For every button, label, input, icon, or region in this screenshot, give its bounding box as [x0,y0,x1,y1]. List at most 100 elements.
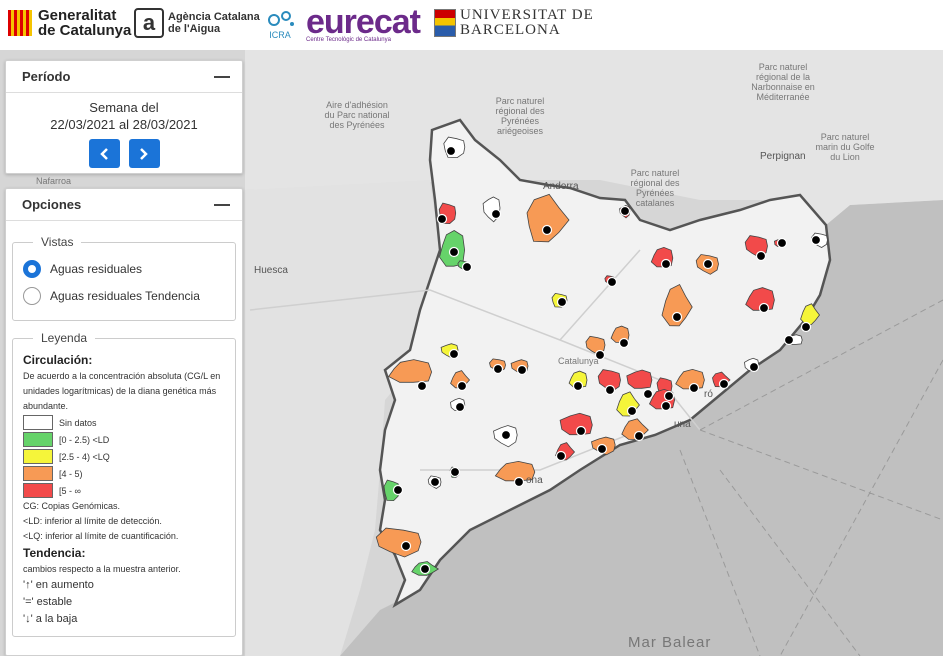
station-marker[interactable] [516,364,528,376]
circulacion-description: De acuerdo a la concentración absoluta (… [23,371,221,411]
radio-label: Aguas residuales Tendencia [50,289,200,303]
station-marker[interactable] [688,382,700,394]
station-marker[interactable] [461,261,473,273]
legend-swatch [23,483,53,498]
label-nafarroa: Nafarroa [36,176,72,186]
legend-class-label: [5 - ∞ [59,485,81,496]
header-logos: Generalitat de Catalunya a Agència Catal… [0,0,943,50]
station-marker[interactable] [392,484,404,496]
station-marker[interactable] [671,311,683,323]
wastewater-zone[interactable] [375,527,422,558]
station-marker[interactable] [642,388,654,400]
label-pn-golfe: Parc naturel marin du Golfe du Lion [815,132,875,162]
station-marker[interactable] [445,145,457,157]
label-pn-narbonnaise: Parc naturel régional de la Narbonnaise … [751,62,815,102]
aca-logo: a Agència Catalana de l'Aigua [134,8,260,38]
station-marker[interactable] [419,563,431,575]
leyenda-group: Leyenda Circulación: De acuerdo a la con… [12,331,236,637]
station-marker[interactable] [448,348,460,360]
radio-unselected-icon[interactable] [23,287,41,305]
periodo-title: Período [22,69,71,84]
station-marker[interactable] [776,237,788,249]
station-marker[interactable] [626,405,638,417]
station-marker[interactable] [448,246,460,258]
week-label: Semana del [89,100,159,115]
week-display: Semana del 22/03/2021 al 28/03/2021 [6,99,242,133]
station-marker[interactable] [556,296,568,308]
legend-class-row: [2.5 - 4) <LQ [23,448,225,465]
station-marker[interactable] [618,337,630,349]
station-marker[interactable] [454,401,466,413]
chevron-right-icon [140,147,148,160]
label-mataro: ró [704,389,713,400]
opciones-header[interactable]: Opciones [6,189,242,221]
wastewater-zone[interactable] [494,460,536,482]
station-marker[interactable] [660,258,672,270]
radio-selected-icon[interactable] [23,260,41,278]
legend-class-label: [4 - 5) [59,468,83,479]
station-marker[interactable] [490,208,502,220]
tendencia-title: Tendencia: [23,546,86,560]
label-pn-catalanes: Parc naturel régional des Pyrénées catal… [630,168,680,208]
station-marker[interactable] [783,334,795,346]
map-view[interactable]: Andorra Huesca Perpignan Nafarroa Catalu… [0,50,943,656]
station-marker[interactable] [604,384,616,396]
sea-area [340,200,943,656]
vistas-group: Vistas Aguas residuales Aguas residuales… [12,235,236,321]
station-marker[interactable] [429,476,441,488]
radio-aguas-residuales-tendencia[interactable]: Aguas residuales Tendencia [23,287,225,305]
legend-swatch [23,449,53,464]
aca-icon: a [134,8,164,38]
radio-label: Aguas residuales [50,262,143,276]
station-marker[interactable] [748,361,760,373]
next-week-button[interactable] [128,139,160,168]
station-marker[interactable] [541,224,553,236]
legend-swatch [23,466,53,481]
wastewater-zone[interactable] [383,479,400,502]
wastewater-zone[interactable] [661,283,693,327]
legend-class-label: [0 - 2.5) <LD [59,434,110,445]
station-marker[interactable] [660,400,672,412]
station-marker[interactable] [800,321,812,333]
station-marker[interactable] [633,430,645,442]
collapse-icon[interactable] [214,75,230,78]
label-huesca: Huesca [254,265,288,276]
label-perpignan: Perpignan [760,151,806,162]
wastewater-zone[interactable] [526,193,570,243]
wastewater-zone[interactable] [800,303,821,325]
station-marker[interactable] [436,213,448,225]
opciones-title: Opciones [22,197,82,212]
station-marker[interactable] [500,429,512,441]
station-marker[interactable] [572,380,584,392]
station-marker[interactable] [702,258,714,270]
station-marker[interactable] [555,450,567,462]
station-marker[interactable] [718,378,730,390]
prev-week-button[interactable] [88,139,120,168]
ub-seal-icon [434,9,456,37]
station-marker[interactable] [619,205,631,217]
radio-aguas-residuales[interactable]: Aguas residuales [23,260,225,278]
station-marker[interactable] [492,363,504,375]
station-marker[interactable] [575,425,587,437]
wastewater-zone[interactable] [597,369,621,392]
station-marker[interactable] [400,540,412,552]
station-marker[interactable] [456,380,468,392]
station-marker[interactable] [810,234,822,246]
station-marker[interactable] [416,380,428,392]
station-marker[interactable] [513,476,525,488]
station-marker[interactable] [663,390,675,402]
periodo-header[interactable]: Período [6,61,242,93]
station-marker[interactable] [596,443,608,455]
icra-icon [268,11,294,26]
circulacion-title: Circulación: [23,353,93,367]
station-marker[interactable] [755,250,767,262]
catalonia-region [378,118,832,608]
station-marker[interactable] [594,349,606,361]
station-marker[interactable] [449,466,461,478]
station-marker[interactable] [606,276,618,288]
station-marker[interactable] [758,302,770,314]
wastewater-zone[interactable] [626,369,653,389]
collapse-icon[interactable] [214,203,230,206]
legend-class-label: [2.5 - 4) <LQ [59,451,110,462]
label-mar-balear: Mar Balear [628,634,712,651]
